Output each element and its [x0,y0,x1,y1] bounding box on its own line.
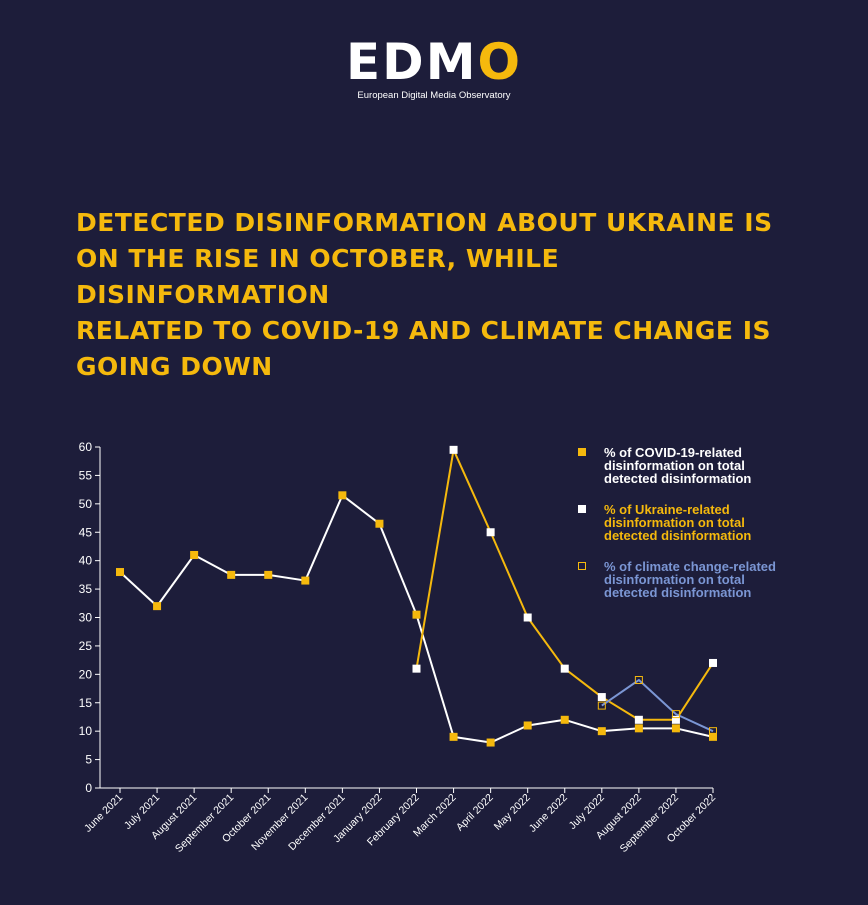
logo-word-accent: O [477,33,522,91]
data-point-climate [671,710,680,719]
y-tick-label: 40 [79,554,93,568]
y-tick-label: 30 [79,611,93,625]
data-point-covid [264,570,273,579]
legend-swatch-ukraine [578,505,586,513]
x-tick-label: April 2022 [454,792,496,834]
data-point-climate [709,727,717,736]
series-line-climate [601,679,714,733]
data-point-ukraine [412,664,421,673]
data-point-covid [597,727,606,736]
y-tick-label: 50 [79,497,93,511]
edmo-logo: EDMO European Digital Media Observatory [0,36,868,101]
data-point-covid [153,602,162,611]
data-point-ukraine [634,715,643,724]
data-point-ukraine [560,664,569,673]
data-point-covid [301,576,310,585]
y-tick-label: 15 [79,696,93,710]
logo-subtitle: European Digital Media Observatory [357,90,511,101]
x-tick-label: June 2022 [527,792,570,835]
legend-label-covid: % of COVID-19-related disinformation on … [604,445,752,486]
data-point-covid [116,568,124,577]
legend-swatch-covid [578,448,586,456]
legend-item-climate: % of climate change-related disinformati… [578,560,838,599]
y-tick-label: 45 [79,525,93,539]
data-point-covid [560,715,569,724]
chart-legend: % of COVID-19-related disinformation on … [578,446,838,617]
legend-item-ukraine: % of Ukraine-related disinformation on t… [578,503,838,542]
data-point-covid [486,738,495,747]
legend-swatch-climate [578,562,586,570]
y-tick-label: 60 [79,440,93,454]
y-tick-label: 55 [79,468,93,482]
data-point-covid [338,491,347,500]
data-point-ukraine [597,693,606,702]
y-tick-label: 20 [79,667,93,681]
legend-label-ukraine: % of Ukraine-related disinformation on t… [604,502,752,543]
y-tick-label: 5 [85,753,92,767]
data-point-climate [634,676,643,685]
y-tick-label: 10 [79,724,93,738]
data-point-covid [671,724,680,733]
series-markers [116,445,717,747]
chart-headline: DETECTED DISINFORMATION ABOUT UKRAINE IS… [76,208,773,381]
logo-wordmark: EDMO [346,36,522,88]
legend-label-climate: % of climate change-related disinformati… [604,559,776,600]
y-tick-label: 25 [79,639,93,653]
data-point-ukraine [671,715,680,724]
data-point-ukraine [709,658,717,667]
y-tick-label: 35 [79,582,93,596]
legend-item-covid: % of COVID-19-related disinformation on … [578,446,838,485]
data-point-ukraine [449,445,458,454]
data-point-covid [634,724,643,733]
y-tick-label: 0 [85,781,92,795]
data-point-covid [375,519,384,528]
data-point-covid [412,610,421,619]
data-point-covid [709,732,717,741]
data-point-covid [227,570,236,579]
x-tick-label: June 2021 [82,792,125,835]
data-point-ukraine [523,613,532,622]
data-point-climate [597,701,606,710]
data-point-ukraine [486,528,495,537]
data-point-covid [190,550,199,559]
logo-word-main: EDM [346,33,478,91]
data-point-covid [523,721,532,730]
data-point-covid [449,732,458,741]
